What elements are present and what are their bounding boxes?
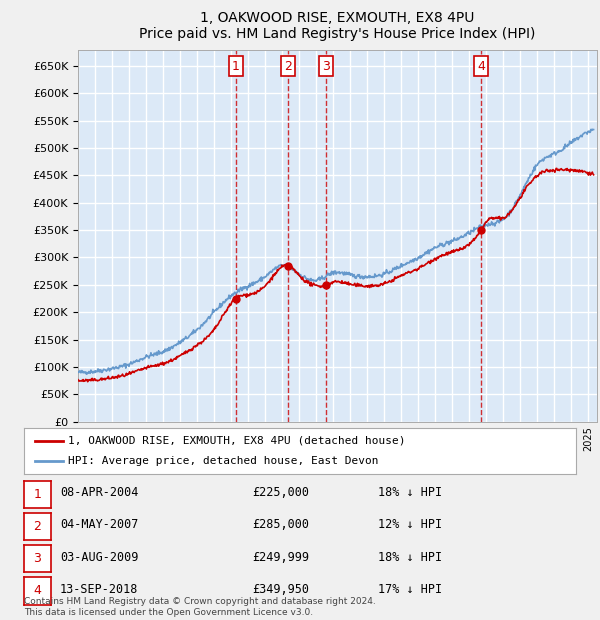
Text: 4: 4 [34,585,41,598]
Text: 18% ↓ HPI: 18% ↓ HPI [378,486,442,499]
Text: HPI: Average price, detached house, East Devon: HPI: Average price, detached house, East… [68,456,379,466]
Text: 1: 1 [34,488,41,501]
Text: £225,000: £225,000 [252,486,309,499]
Text: 17% ↓ HPI: 17% ↓ HPI [378,583,442,596]
Text: 1, OAKWOOD RISE, EXMOUTH, EX8 4PU (detached house): 1, OAKWOOD RISE, EXMOUTH, EX8 4PU (detac… [68,436,406,446]
Text: 3: 3 [322,60,330,73]
Text: 12% ↓ HPI: 12% ↓ HPI [378,518,442,531]
Text: £349,950: £349,950 [252,583,309,596]
Text: £285,000: £285,000 [252,518,309,531]
Text: 13-SEP-2018: 13-SEP-2018 [60,583,139,596]
Text: £249,999: £249,999 [252,551,309,564]
Text: 03-AUG-2009: 03-AUG-2009 [60,551,139,564]
Text: 4: 4 [478,60,485,73]
Text: 2: 2 [284,60,292,73]
Text: Contains HM Land Registry data © Crown copyright and database right 2024.
This d: Contains HM Land Registry data © Crown c… [24,598,376,617]
Title: 1, OAKWOOD RISE, EXMOUTH, EX8 4PU
Price paid vs. HM Land Registry's House Price : 1, OAKWOOD RISE, EXMOUTH, EX8 4PU Price … [139,11,536,42]
Text: 04-MAY-2007: 04-MAY-2007 [60,518,139,531]
Text: 08-APR-2004: 08-APR-2004 [60,486,139,499]
Text: 1: 1 [232,60,239,73]
Text: 18% ↓ HPI: 18% ↓ HPI [378,551,442,564]
Text: 2: 2 [34,520,41,533]
Text: 3: 3 [34,552,41,565]
